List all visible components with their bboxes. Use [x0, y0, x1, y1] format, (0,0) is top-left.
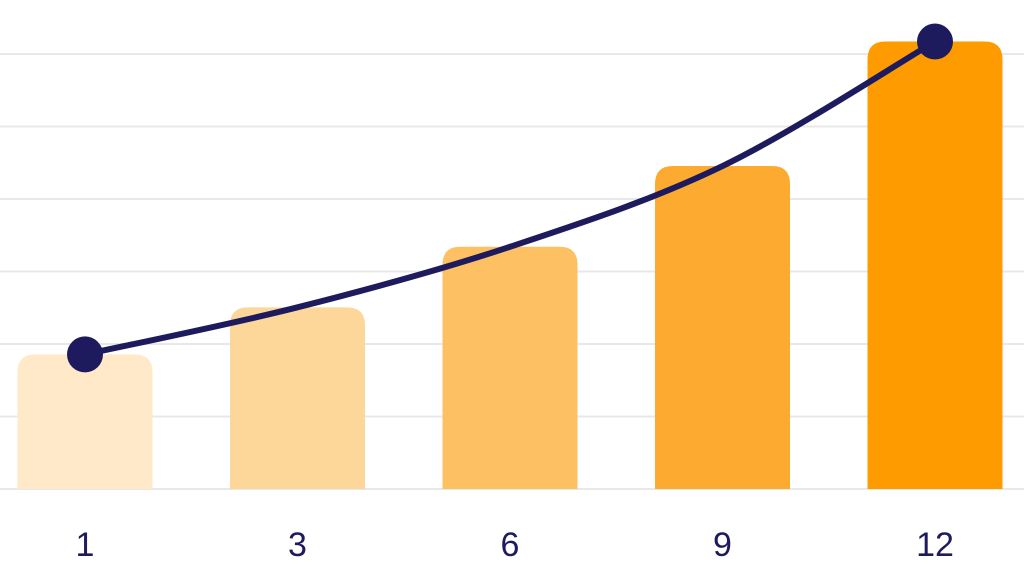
trend-line-group: [67, 23, 953, 373]
x-tick-label: 1: [76, 526, 95, 564]
bar-3: [230, 307, 365, 489]
x-tick-label: 12: [916, 526, 954, 564]
x-tick-label: 3: [288, 526, 307, 564]
trend-end-marker: [917, 23, 953, 60]
bar-6: [442, 246, 578, 489]
x-tick-label: 9: [713, 526, 732, 564]
trend-start-marker: [67, 336, 103, 373]
bar-12: [867, 41, 1003, 490]
trend-line: [82, 38, 938, 358]
bars-group: [17, 41, 1003, 490]
x-axis-tick-labels: 1 3 6 9 12: [76, 526, 954, 564]
x-tick-label: 6: [501, 526, 520, 564]
bar-9: [655, 166, 790, 489]
bar-1: [17, 354, 153, 489]
